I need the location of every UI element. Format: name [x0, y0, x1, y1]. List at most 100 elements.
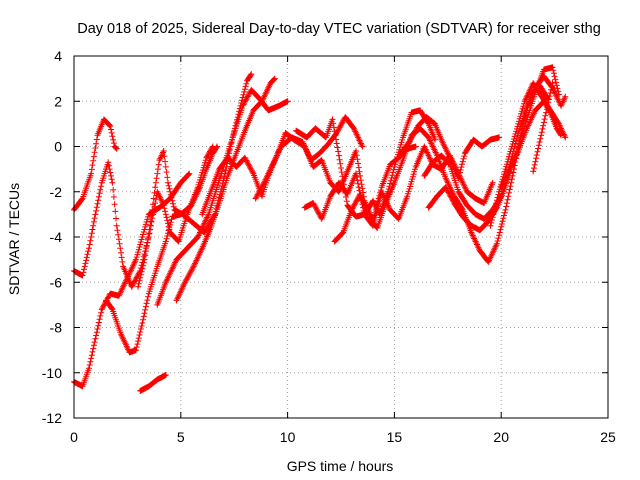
data-point-13-17 — [470, 231, 473, 234]
data-point-3-10 — [141, 236, 144, 238]
data-point-9-3 — [218, 168, 221, 171]
data-point-8-1 — [175, 299, 178, 302]
data-point-18-1 — [500, 186, 503, 189]
data-point-7-6 — [207, 213, 210, 216]
axis-ticks: 0 5 10 15 20 25 -12 -10 -8 -6 -4 -2 0 2 4 — [42, 48, 616, 445]
data-point-7-1 — [156, 303, 159, 306]
x-tick-label: 20 — [493, 429, 509, 445]
data-point-16-4 — [453, 202, 456, 205]
data-point-8-3 — [192, 265, 195, 268]
data-point-13-2 — [342, 231, 345, 234]
data-point-8-2 — [184, 281, 187, 284]
data-point-14-3 — [416, 125, 419, 128]
data-point-13-16 — [461, 208, 464, 211]
data-point-2-8 — [115, 224, 118, 227]
data-point-14-7 — [448, 156, 451, 159]
y-tick-label: -6 — [50, 274, 63, 290]
data-point-11-15 — [410, 111, 413, 114]
data-point-12-4 — [329, 195, 332, 198]
y-tick-label: -8 — [50, 320, 63, 336]
data-point-12-21 — [474, 197, 477, 200]
data-point-15-18 — [564, 95, 567, 98]
data-point-7-13 — [267, 109, 270, 112]
data-point-15-17 — [560, 104, 562, 107]
data-point-11-4 — [325, 136, 327, 139]
y-tick-label: 2 — [54, 93, 62, 109]
data-point-16-16 — [551, 66, 554, 69]
data-point-3-9 — [134, 258, 137, 261]
data-point-9-15 — [320, 159, 323, 162]
data-point-9-19 — [355, 150, 357, 152]
data-point-7-11 — [250, 88, 253, 91]
data-point-10-12 — [352, 127, 355, 130]
data-point-11-7 — [346, 204, 349, 207]
data-point-17-6 — [523, 100, 526, 103]
data-point-3-4 — [94, 337, 97, 340]
data-point-7-10 — [241, 104, 244, 107]
data-point-9-7 — [252, 172, 255, 175]
data-point-16-15 — [542, 68, 545, 71]
data-point-12-11 — [389, 208, 392, 211]
data-point-12-10 — [380, 190, 383, 193]
series-track-13 — [331, 82, 552, 265]
data-point-1-8 — [115, 147, 118, 150]
x-tick-label: 25 — [600, 429, 616, 445]
data-point-11-8 — [355, 215, 357, 218]
data-point-4-3 — [120, 333, 122, 336]
data-point-3-2 — [81, 385, 84, 388]
data-point-17-2 — [498, 190, 501, 193]
data-point-11-16 — [419, 109, 421, 112]
data-point-2-20 — [211, 145, 214, 148]
data-point-12-14 — [414, 165, 417, 168]
data-point-8-6 — [218, 202, 221, 205]
data-point-17-10 — [557, 122, 560, 125]
data-point-10-2 — [263, 181, 266, 184]
data-point-9-6 — [243, 156, 246, 159]
data-point-8-9 — [243, 129, 246, 132]
data-point-15-8 — [483, 217, 486, 220]
x-tick-label: 15 — [387, 429, 403, 445]
data-point-16-10 — [502, 190, 505, 193]
series-track-19 — [530, 80, 556, 175]
data-point-4-7 — [147, 292, 150, 295]
data-point-7-15 — [286, 100, 289, 103]
data-point-5-1 — [137, 285, 140, 288]
data-point-11-18 — [434, 138, 436, 141]
data-point-8-12 — [269, 82, 272, 85]
data-point-12-2 — [312, 202, 315, 205]
data-point-14-8 — [457, 177, 460, 180]
data-point-3-5 — [100, 308, 103, 311]
data-point-10-1 — [254, 197, 257, 200]
data-point-9-26 — [414, 145, 417, 148]
data-point-11-13 — [393, 165, 396, 168]
data-point-5-3 — [149, 220, 152, 223]
data-point-12-15 — [423, 145, 426, 148]
data-point-15-13 — [525, 107, 528, 109]
data-point-10-13 — [361, 145, 364, 148]
x-tick-label: 0 — [70, 429, 78, 445]
data-point-1-6 — [109, 125, 112, 128]
chart-title: Day 018 of 2025, Sidereal Day-to-day VTE… — [77, 21, 601, 37]
data-point-18-9 — [560, 134, 562, 137]
data-point-11-6 — [337, 154, 340, 157]
data-point-2-3 — [88, 247, 90, 250]
data-point-12-20 — [466, 190, 468, 193]
data-point-4-4 — [128, 351, 131, 354]
data-point-13-21 — [504, 208, 507, 211]
data-point-3-6 — [109, 292, 112, 295]
data-point-15-1 — [423, 174, 426, 177]
data-point-4-2 — [111, 308, 114, 311]
gridlines — [74, 56, 608, 418]
data-point-16-17 — [557, 93, 560, 96]
data-point-13-20 — [495, 242, 498, 245]
y-tick-label: -10 — [42, 365, 62, 381]
data-point-14-4 — [425, 116, 428, 119]
data-point-18-3 — [517, 150, 520, 152]
data-point-4-1 — [105, 299, 107, 302]
data-point-5-17 — [250, 73, 253, 76]
data-point-16-3 — [444, 186, 447, 189]
data-point-14-1 — [399, 152, 402, 155]
data-point-13-6 — [376, 226, 379, 229]
series-track-14 — [397, 114, 503, 182]
data-point-10-5 — [290, 136, 293, 139]
